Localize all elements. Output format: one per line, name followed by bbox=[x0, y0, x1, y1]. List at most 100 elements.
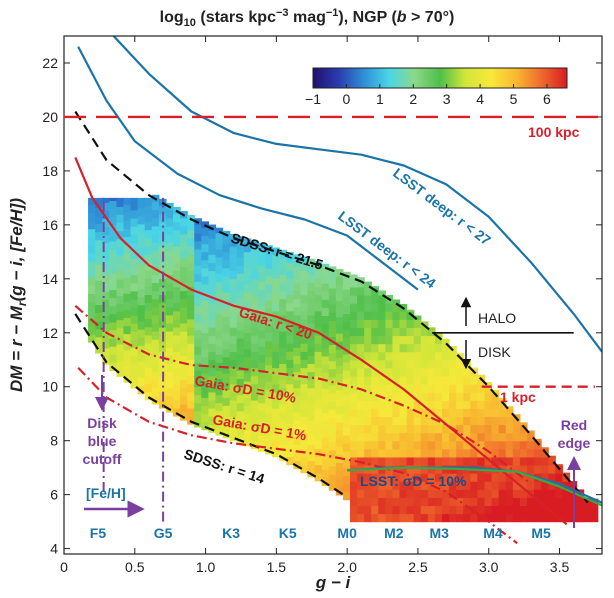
heatmap-cell bbox=[250, 391, 259, 401]
heatmap-cell bbox=[88, 228, 96, 238]
heatmap-cell bbox=[321, 428, 330, 438]
heatmap-cell bbox=[286, 424, 294, 433]
heatmap-cell bbox=[173, 383, 181, 393]
heatmap-cell bbox=[272, 440, 280, 450]
heatmap-cell bbox=[208, 399, 217, 409]
heatmap-cell bbox=[165, 314, 174, 324]
heatmap-cell bbox=[194, 224, 202, 234]
heatmap-cell bbox=[406, 489, 415, 498]
heatmap-cell bbox=[102, 202, 110, 211]
heatmap-cell bbox=[236, 378, 245, 388]
heatmap-cell bbox=[505, 440, 514, 450]
heatmap-cell bbox=[357, 489, 365, 498]
heatmap-cell bbox=[250, 424, 259, 433]
heatmap-cell bbox=[300, 278, 309, 288]
heatmap-cell bbox=[102, 339, 110, 349]
heatmap-cell bbox=[208, 302, 217, 312]
heatmap-cell bbox=[449, 456, 457, 466]
heatmap-cell bbox=[236, 248, 245, 258]
heatmap-cell bbox=[484, 424, 493, 434]
heatmap-cell bbox=[378, 432, 386, 442]
heatmap-cell bbox=[201, 397, 210, 406]
heatmap-cell bbox=[286, 262, 294, 271]
heatmap-cell bbox=[215, 281, 224, 290]
heatmap-cell bbox=[95, 280, 103, 289]
heatmap-cell bbox=[300, 367, 309, 377]
heatmap-cell bbox=[286, 375, 294, 385]
heatmap-cell bbox=[130, 201, 139, 211]
heatmap-cell bbox=[456, 400, 464, 409]
heatmap-cell bbox=[385, 497, 394, 507]
heatmap-cell bbox=[102, 234, 110, 244]
heatmap-cell bbox=[293, 274, 302, 284]
heatmap-cell bbox=[180, 355, 188, 364]
curve-lsst-deep-r-27 bbox=[112, 36, 602, 353]
heatmap-cell bbox=[130, 282, 139, 292]
heatmap-cell bbox=[187, 407, 195, 417]
heatmap-cell bbox=[420, 513, 429, 523]
heatmap-cell bbox=[321, 339, 330, 349]
heatmap-cell bbox=[300, 399, 309, 409]
heatmap-cell bbox=[165, 395, 174, 405]
heatmap-cell bbox=[385, 489, 394, 498]
heatmap-cell bbox=[357, 440, 365, 450]
heatmap-cell bbox=[293, 254, 302, 259]
heatmap-cell bbox=[272, 319, 280, 328]
heatmap-cell bbox=[484, 513, 493, 523]
heatmap-cell bbox=[243, 397, 252, 406]
heatmap-cell bbox=[201, 381, 210, 390]
heatmap-cell bbox=[180, 306, 188, 316]
heatmap-cell bbox=[406, 375, 415, 385]
heatmap-cell bbox=[279, 339, 287, 348]
heatmap-cell bbox=[286, 416, 294, 425]
heatmap-cell bbox=[201, 332, 210, 342]
heatmap-cell bbox=[406, 464, 415, 474]
heatmap-cell bbox=[456, 481, 464, 490]
heatmap-cell bbox=[293, 266, 302, 275]
heatmap-cell bbox=[279, 387, 287, 397]
heatmap-cell bbox=[123, 341, 132, 351]
heatmap-cell bbox=[463, 456, 471, 466]
heatmap-cell bbox=[335, 397, 344, 407]
heatmap-cell bbox=[321, 283, 330, 292]
heatmap-cell bbox=[187, 229, 195, 239]
colorbar-ticks: −1 0 1 2 3 4 5 6 bbox=[305, 84, 551, 107]
spectral-type-F5: F5 bbox=[90, 525, 107, 541]
heatmap-cell bbox=[357, 351, 365, 361]
heatmap-cell bbox=[229, 246, 238, 255]
heatmap-cell bbox=[427, 489, 436, 498]
heatmap-cell bbox=[173, 237, 181, 247]
heatmap-cell bbox=[279, 411, 287, 421]
heatmap-cell bbox=[512, 513, 521, 523]
heatmap-cell bbox=[342, 272, 351, 282]
heatmap-cell bbox=[144, 342, 153, 352]
heatmap-cell bbox=[491, 513, 500, 523]
heatmap-cell bbox=[257, 248, 266, 258]
heatmap-cell bbox=[265, 437, 273, 447]
heatmap-cell bbox=[151, 233, 160, 243]
heatmap-cell bbox=[420, 384, 429, 393]
heatmap-cell bbox=[548, 456, 556, 466]
heatmap-cell bbox=[173, 375, 181, 385]
heatmap-cell bbox=[144, 278, 153, 287]
heatmap-cell bbox=[562, 497, 571, 507]
heatmap-cell bbox=[173, 399, 181, 409]
heatmap-cell bbox=[144, 205, 153, 215]
heatmap-cell bbox=[257, 362, 266, 371]
heatmap-cell bbox=[371, 513, 379, 523]
heatmap-cell bbox=[314, 310, 323, 320]
heatmap-cell bbox=[321, 436, 330, 446]
heatmap-cell bbox=[349, 295, 358, 304]
heatmap-cell bbox=[300, 391, 309, 401]
spectral-type-M4: M4 bbox=[483, 525, 503, 541]
heatmap-cell bbox=[420, 343, 429, 353]
heatmap-cell bbox=[442, 432, 450, 442]
heatmap-cell bbox=[222, 389, 231, 398]
heatmap-cell bbox=[434, 432, 443, 442]
heatmap-cell bbox=[243, 421, 252, 431]
heatmap-cell bbox=[548, 505, 556, 515]
heatmap-cell bbox=[250, 416, 259, 425]
heatmap-cell bbox=[512, 489, 521, 498]
heatmap-cell bbox=[229, 327, 238, 336]
heatmap-cell bbox=[222, 340, 231, 350]
